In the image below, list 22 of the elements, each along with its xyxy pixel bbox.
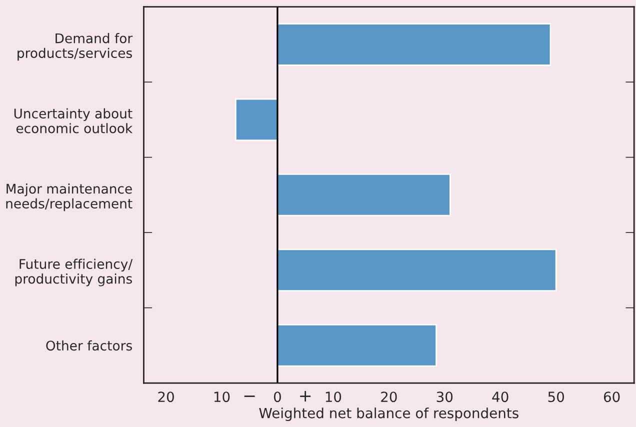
x-tick-label: 10 xyxy=(214,392,230,402)
x-tick-label: 50 xyxy=(548,392,564,402)
bar xyxy=(234,98,278,142)
x-tick-label: 30 xyxy=(436,392,453,402)
x-tick-label: 0 xyxy=(274,392,281,402)
bar xyxy=(276,23,552,66)
x-tick-label: 20 xyxy=(381,392,397,402)
x-tick-label: 40 xyxy=(492,392,508,402)
x-tick-label: 20 xyxy=(158,392,174,402)
y-tick-label: Other factors xyxy=(46,340,132,351)
y-tick-label: Future efficiency/ productivity gains xyxy=(15,258,133,286)
bar xyxy=(276,324,437,367)
y-tick-label: Demand for products/services xyxy=(18,33,133,61)
x-axis-title: Weighted net balance of respondents xyxy=(259,408,518,422)
text: − xyxy=(244,396,255,397)
y-tick-label: Uncertainty about economic outlook xyxy=(14,108,133,134)
text: + xyxy=(300,391,311,402)
x-tick-label: 10 xyxy=(326,392,342,402)
y-tick-label: Major maintenance needs/replacement xyxy=(6,184,132,212)
bar xyxy=(276,248,557,292)
x-tick-label: 60 xyxy=(604,392,620,402)
bar xyxy=(276,174,451,216)
